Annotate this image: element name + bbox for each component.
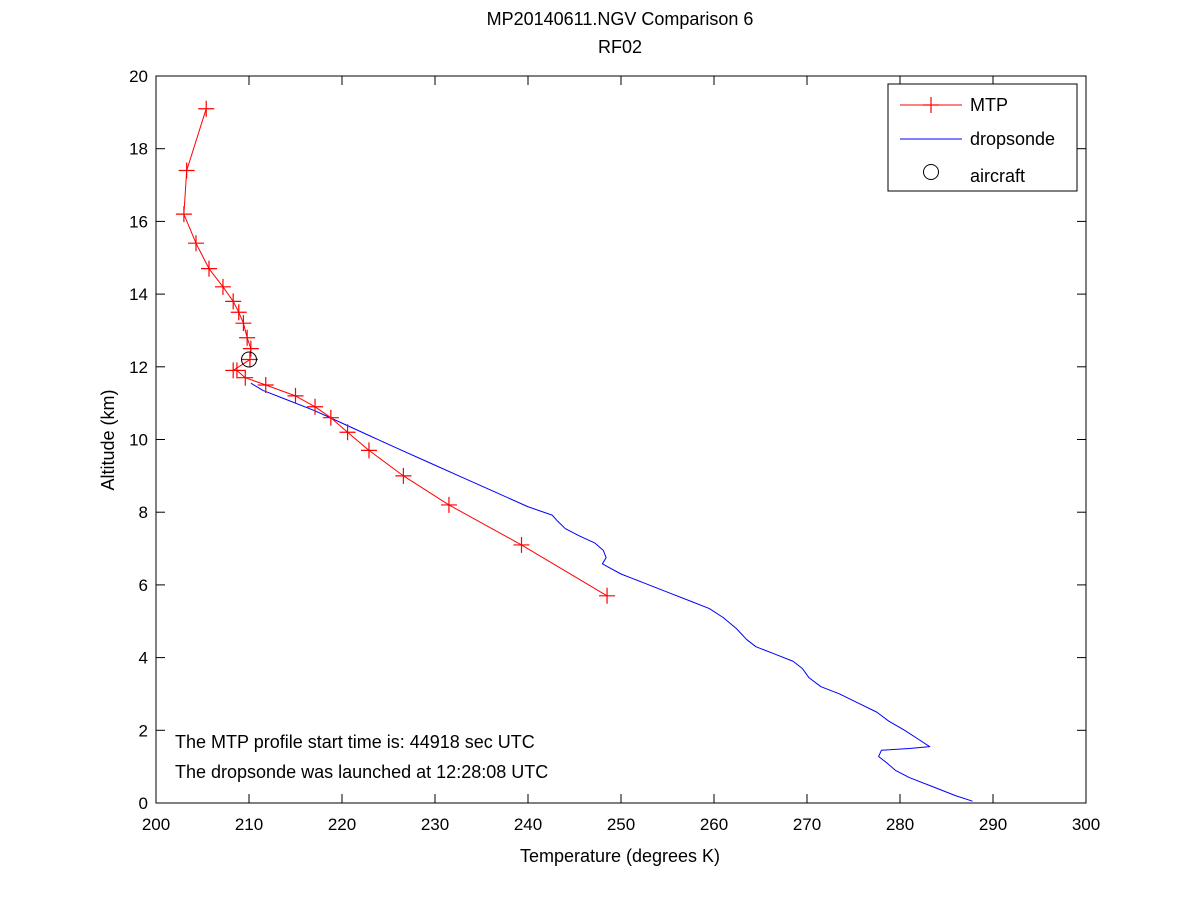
legend-entry-mtp: MTP xyxy=(900,95,1008,115)
x-tick-label: 240 xyxy=(514,815,542,834)
point-mtp xyxy=(241,351,258,368)
legend: MTP dropsonde aircraft xyxy=(887,83,1078,192)
y-tick-label: 18 xyxy=(129,140,148,159)
point-mtp xyxy=(235,315,252,332)
chart-subtitle: RF02 xyxy=(598,37,642,57)
series-layer xyxy=(175,100,973,802)
annotation-launch-time: The dropsonde was launched at 12:28:08 U… xyxy=(175,762,548,782)
x-axis-label: Temperature (degrees K) xyxy=(520,846,720,866)
point-mtp xyxy=(214,278,231,295)
y-tick-label: 8 xyxy=(139,503,148,522)
series-line-dropsonde xyxy=(250,382,973,802)
chart-title: MP20140611.NGV Comparison 6 xyxy=(487,9,754,29)
plot-area xyxy=(155,75,1087,804)
point-mtp xyxy=(201,260,218,277)
point-aircraft xyxy=(241,351,257,368)
point-mtp xyxy=(230,304,247,321)
y-tick-label: 10 xyxy=(129,431,148,450)
legend-dropsonde-label: dropsonde xyxy=(970,129,1055,149)
point-mtp xyxy=(228,362,245,379)
point-mtp xyxy=(307,398,324,415)
axis-ticks xyxy=(155,75,1087,804)
point-mtp xyxy=(225,293,242,310)
point-mtp xyxy=(239,329,256,346)
y-tick-label: 6 xyxy=(139,576,148,595)
y-tick-labels: 0 2 4 6 8 10 12 14 16 18 20 xyxy=(129,67,148,813)
series-aircraft xyxy=(241,351,257,368)
point-mtp xyxy=(257,376,274,393)
annotations: The MTP profile start time is: 44918 sec… xyxy=(175,732,548,782)
point-mtp xyxy=(599,587,616,604)
x-tick-label: 270 xyxy=(793,815,821,834)
x-tick-label: 250 xyxy=(607,815,635,834)
point-mtp xyxy=(513,536,530,553)
x-tick-label: 280 xyxy=(886,815,914,834)
point-mtp xyxy=(339,424,356,441)
point-mtp xyxy=(395,467,412,484)
legend-aircraft-label: aircraft xyxy=(970,166,1025,186)
point-mtp xyxy=(187,235,204,252)
annotation-start-time: The MTP profile start time is: 44918 sec… xyxy=(175,732,535,752)
legend-mtp-marker xyxy=(923,97,939,113)
y-axis-label: Altitude (km) xyxy=(98,389,118,490)
x-tick-label: 200 xyxy=(142,815,170,834)
legend-mtp-label: MTP xyxy=(970,95,1008,115)
x-tick-label: 230 xyxy=(421,815,449,834)
point-mtp xyxy=(175,206,192,223)
x-tick-label: 300 xyxy=(1072,815,1100,834)
series-mtp xyxy=(175,100,616,604)
legend-entry-aircraft: aircraft xyxy=(923,164,1025,186)
point-mtp xyxy=(198,100,215,117)
legend-aircraft-marker xyxy=(923,164,939,180)
point-mtp xyxy=(237,369,254,386)
x-tick-label: 290 xyxy=(979,815,1007,834)
y-tick-label: 12 xyxy=(129,358,148,377)
point-mtp xyxy=(242,340,259,357)
x-tick-label: 260 xyxy=(700,815,728,834)
x-tick-label: 210 xyxy=(235,815,263,834)
series-dropsonde xyxy=(250,382,973,802)
x-tick-labels: 200 210 220 230 240 250 260 270 280 290 300 xyxy=(142,815,1100,834)
y-tick-label: 14 xyxy=(129,285,148,304)
point-mtp xyxy=(440,496,457,513)
y-tick-label: 20 xyxy=(129,67,148,86)
y-tick-label: 4 xyxy=(139,649,148,668)
y-tick-label: 16 xyxy=(129,212,148,231)
y-tick-label: 0 xyxy=(139,794,148,813)
point-mtp xyxy=(360,442,377,459)
x-tick-label: 220 xyxy=(328,815,356,834)
point-mtp xyxy=(322,409,339,426)
y-tick-label: 2 xyxy=(139,721,148,740)
point-mtp xyxy=(287,387,304,404)
legend-box xyxy=(887,83,1078,192)
point-mtp xyxy=(178,162,195,179)
legend-entry-dropsonde: dropsonde xyxy=(900,129,1055,149)
